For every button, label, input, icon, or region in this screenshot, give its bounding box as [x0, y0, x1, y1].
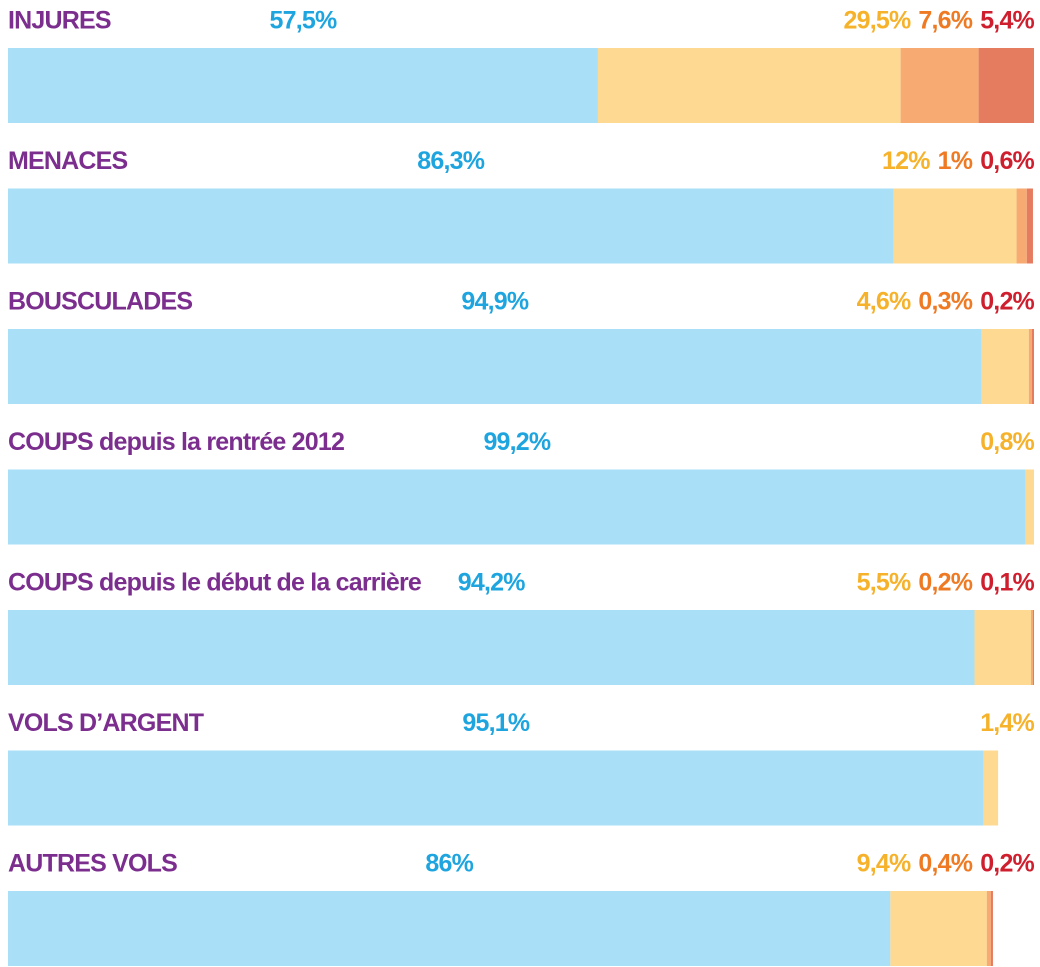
bar-segment — [1030, 610, 1033, 685]
value-label: 1,4% — [980, 709, 1034, 737]
bar-segment — [597, 48, 901, 123]
category-label: COUPS depuis le début de la carrière — [8, 569, 422, 597]
bar-segment — [986, 891, 991, 966]
bar-segment — [1028, 329, 1032, 404]
category-label: INJURES — [8, 7, 111, 35]
value-label: 1% — [938, 147, 973, 175]
bar-segment — [1026, 188, 1033, 264]
bar-segment — [8, 188, 894, 264]
bar-segment — [8, 329, 982, 404]
value-label: 29,5% — [844, 7, 911, 35]
value-label: 5,5% — [857, 569, 911, 597]
value-label: 5,4% — [980, 7, 1034, 35]
value-label: 86% — [425, 850, 473, 878]
bar-segment — [900, 48, 979, 123]
bar-segment — [978, 48, 1034, 123]
bar-segment — [8, 48, 598, 123]
bar-segment — [8, 469, 1026, 545]
bar-segment — [8, 750, 984, 826]
value-label: 0,3% — [918, 288, 972, 316]
value-label: 0,6% — [980, 147, 1034, 175]
bar-segment — [8, 610, 975, 685]
bar-segment — [1016, 188, 1027, 264]
bar-segment — [8, 891, 891, 966]
value-label: 99,2% — [483, 428, 550, 456]
value-label: 0,2% — [980, 850, 1034, 878]
value-label: 57,5% — [270, 7, 337, 35]
value-label: 95,1% — [462, 709, 529, 737]
value-label: 7,6% — [918, 7, 972, 35]
bar-segment — [890, 891, 987, 966]
category-label: VOLS D’ARGENT — [8, 709, 204, 737]
value-label: 86,3% — [417, 147, 484, 175]
value-label: 0,8% — [980, 428, 1034, 456]
value-label: 0,2% — [980, 288, 1034, 316]
bar-segment — [1032, 610, 1034, 685]
bar-segment — [974, 610, 1031, 685]
value-label: 9,4% — [857, 850, 911, 878]
category-label: BOUSCULADES — [8, 288, 192, 316]
value-label: 12% — [882, 147, 930, 175]
value-label: 0,2% — [918, 569, 972, 597]
bar-segment — [981, 329, 1029, 404]
bar-segment — [1025, 469, 1034, 545]
value-label: 0,1% — [980, 569, 1034, 597]
bar-segment — [893, 188, 1017, 264]
category-label: AUTRES VOLS — [8, 850, 177, 878]
value-label: 4,6% — [857, 288, 911, 316]
bar-segment — [983, 750, 999, 826]
bar-segment — [1031, 329, 1034, 404]
category-label: COUPS depuis la rentrée 2012 — [8, 428, 344, 456]
bar-segment — [990, 891, 993, 966]
value-label: 94,2% — [458, 569, 525, 597]
value-label: 0,4% — [918, 850, 972, 878]
category-label: MENACES — [8, 147, 128, 175]
value-label: 94,9% — [461, 288, 528, 316]
